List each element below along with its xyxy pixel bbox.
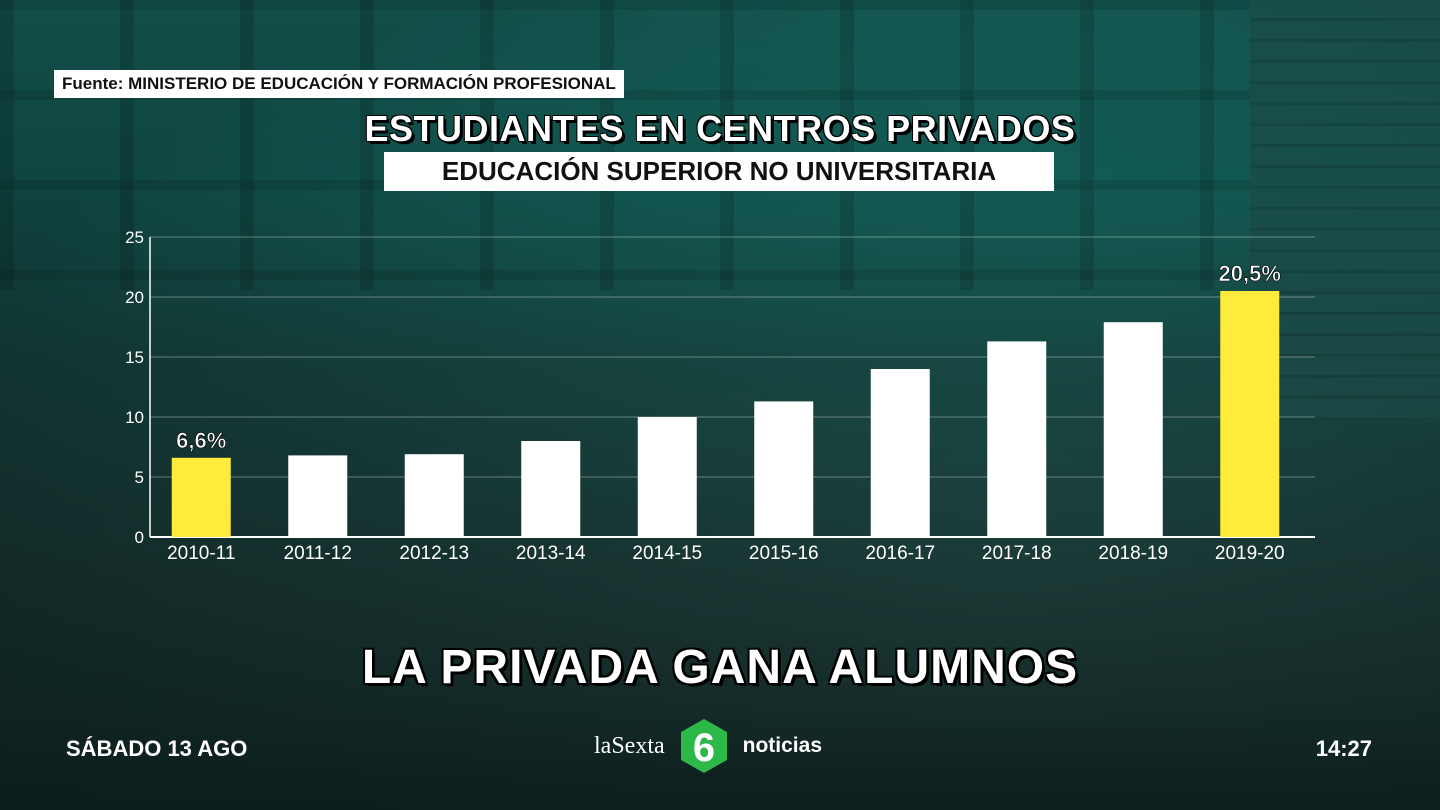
lasexta-six-logo-icon: 6 bbox=[680, 719, 727, 773]
headline: LA PRIVADA GANA ALUMNOS bbox=[361, 641, 1079, 694]
bar bbox=[754, 401, 814, 537]
bar bbox=[171, 457, 231, 537]
bar bbox=[521, 441, 581, 537]
bar bbox=[404, 454, 464, 537]
channel-brand: laSexta 6 noticias bbox=[594, 716, 822, 776]
y-tick-label: 15 bbox=[125, 348, 144, 367]
x-tick-label: 2010-11 bbox=[167, 543, 235, 564]
channel-name: laSexta bbox=[594, 732, 665, 759]
y-tick-label: 10 bbox=[125, 408, 144, 427]
x-tick-label: 2015-16 bbox=[749, 543, 819, 564]
x-tick-label: 2012-13 bbox=[399, 543, 469, 564]
y-tick-label: 0 bbox=[135, 528, 144, 547]
background-brick-wall bbox=[1250, 0, 1440, 420]
program-name: noticias bbox=[742, 734, 822, 757]
x-tick-label: 2016-17 bbox=[865, 543, 935, 564]
chart-title: ESTUDIANTES EN CENTROS PRIVADOS bbox=[364, 108, 1076, 149]
chart-subtitle: EDUCACIÓN SUPERIOR NO UNIVERSITARIA bbox=[384, 152, 1054, 191]
y-tick-label: 20 bbox=[125, 288, 144, 307]
x-tick-label: 2014-15 bbox=[632, 543, 702, 564]
y-tick-label: 5 bbox=[135, 468, 144, 487]
x-tick-label: 2019-20 bbox=[1215, 543, 1285, 564]
bar bbox=[1220, 291, 1280, 537]
svg-text:6: 6 bbox=[693, 726, 715, 770]
data-label: 20,5% bbox=[1219, 261, 1281, 286]
bar bbox=[288, 455, 348, 537]
source-label: Fuente: MINISTERIO DE EDUCACIÓN Y FORMAC… bbox=[54, 70, 624, 98]
footer-date: SÁBADO 13 AGO bbox=[66, 736, 248, 761]
background-windows bbox=[0, 0, 1250, 290]
y-tick-label: 25 bbox=[125, 228, 144, 247]
x-tick-label: 2013-14 bbox=[516, 543, 586, 564]
bar bbox=[870, 369, 930, 537]
x-tick-label: 2018-19 bbox=[1098, 543, 1168, 564]
bar bbox=[637, 417, 697, 537]
data-label: 6,6% bbox=[176, 428, 226, 453]
x-tick-label: 2011-12 bbox=[284, 543, 352, 564]
bar bbox=[1103, 322, 1163, 537]
x-tick-label: 2017-18 bbox=[982, 543, 1052, 564]
bar bbox=[987, 341, 1047, 537]
footer-time: 14:27 bbox=[1315, 736, 1372, 761]
